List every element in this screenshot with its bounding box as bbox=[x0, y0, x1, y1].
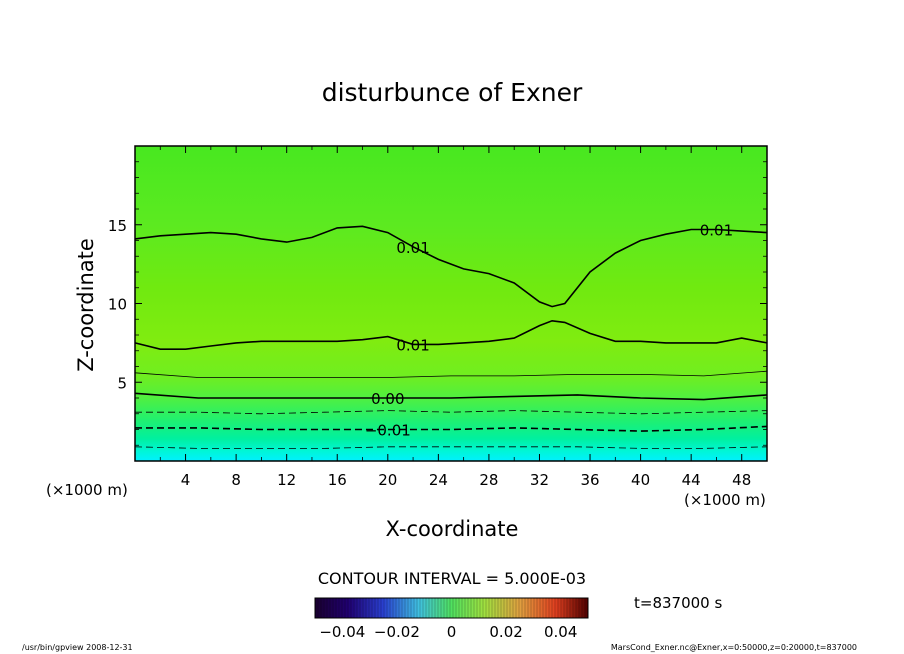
colorbar-ticks: −0.04 −0.02 0 0.02 0.04 bbox=[319, 623, 577, 641]
x-tick-label: 16 bbox=[328, 471, 347, 489]
x-tick-label: 20 bbox=[378, 471, 397, 489]
colorbar-stripes bbox=[317, 598, 586, 618]
contour-label: 0.01 bbox=[396, 239, 429, 257]
x-tick-label: 8 bbox=[231, 471, 241, 489]
x-tick-label: 28 bbox=[479, 471, 498, 489]
chart-title: disturbunce of Exner bbox=[322, 78, 583, 107]
x-axis-label: X-coordinate bbox=[386, 517, 519, 541]
y-tick-label: 10 bbox=[108, 296, 127, 314]
contour-line bbox=[134, 319, 768, 350]
colorbar-tick-label: −0.02 bbox=[374, 623, 420, 641]
x-tick-label: 12 bbox=[277, 471, 296, 489]
contour-label: −0.01 bbox=[365, 422, 411, 440]
footer-right: MarsCond_Exner.nc@Exner,x=0:50000,z=0:20… bbox=[611, 643, 857, 652]
x-tick-label: 32 bbox=[530, 471, 549, 489]
colorbar-tick-label: −0.04 bbox=[319, 623, 365, 641]
y-tick-label: 5 bbox=[117, 374, 127, 392]
contour-line bbox=[134, 392, 768, 401]
x-tick-label: 36 bbox=[580, 471, 599, 489]
x-tick-label: 40 bbox=[631, 471, 650, 489]
x-tick-label: 24 bbox=[429, 471, 448, 489]
contour-label: 0.01 bbox=[700, 221, 733, 239]
y-axis-label: Z-coordinate bbox=[74, 238, 98, 372]
contour-line bbox=[134, 446, 768, 449]
colorbar-tick-label: 0.04 bbox=[544, 623, 577, 641]
x-unit-left: (×1000 m) bbox=[46, 481, 128, 499]
contour-line bbox=[134, 225, 768, 308]
contour-label: 0.00 bbox=[371, 390, 404, 408]
plot-field bbox=[135, 146, 767, 461]
contour-line bbox=[135, 410, 768, 415]
colorbar-frame bbox=[314, 597, 589, 619]
x-tick-label: 4 bbox=[181, 471, 191, 489]
x-unit-right: (×1000 m) bbox=[684, 491, 766, 509]
time-label: t=837000 s bbox=[634, 594, 722, 612]
x-tick-label: 44 bbox=[682, 471, 701, 489]
colorbar-tick-label: 0.02 bbox=[489, 623, 522, 641]
contour-line bbox=[134, 370, 768, 378]
y-tick-label: 15 bbox=[108, 217, 127, 235]
colorbar-tick-label: 0 bbox=[447, 623, 457, 641]
colorbar bbox=[315, 598, 588, 618]
x-tick-label: 48 bbox=[732, 471, 751, 489]
footer-left: /usr/bin/gpview 2008-12-31 bbox=[22, 643, 133, 652]
contour-layer: 0.01 0.01 0.01 0.00 −0.01 bbox=[134, 221, 768, 449]
contour-line bbox=[135, 425, 768, 432]
contour-interval-text: CONTOUR INTERVAL = 5.000E-03 bbox=[318, 569, 586, 588]
contour-label: 0.01 bbox=[396, 336, 429, 354]
